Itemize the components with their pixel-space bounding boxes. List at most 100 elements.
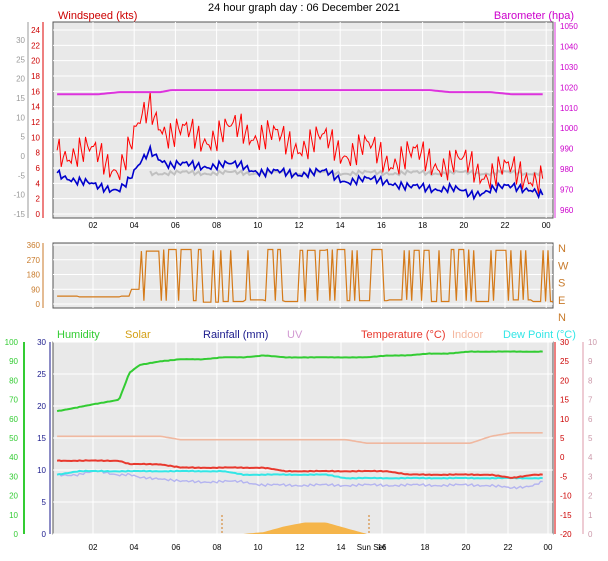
temperature-panel: Humidity Solar Rainfall (mm) UV Temperature … bbox=[5, 329, 598, 552]
wind-x-tick: 04 bbox=[130, 221, 139, 230]
wind-y-tick: 20 bbox=[31, 57, 40, 66]
temp-y-tick: 10 bbox=[560, 415, 569, 424]
wind-outer-tick: 30 bbox=[16, 36, 25, 45]
baro-y-tick: 980 bbox=[560, 165, 574, 174]
rain-y-tick: 5 bbox=[42, 498, 47, 507]
wind-speed-line bbox=[56, 91, 544, 194]
wind-x-tick: 14 bbox=[336, 221, 345, 230]
wind-plot-area bbox=[52, 21, 554, 219]
wind-x-tick: 08 bbox=[212, 221, 221, 230]
uv-y-tick: 9 bbox=[588, 357, 593, 366]
rain-y-tick: 0 bbox=[42, 530, 47, 539]
compass-label: N bbox=[558, 243, 566, 255]
baro-y-tick: 1030 bbox=[560, 63, 578, 72]
rain-y-tick: 25 bbox=[37, 370, 46, 379]
legend-item: Indoor bbox=[452, 329, 484, 341]
wind-x-tick: 12 bbox=[295, 221, 304, 230]
wind-y-tick: 16 bbox=[31, 87, 40, 96]
wind-y-tick: 22 bbox=[31, 41, 40, 50]
wind-y-tick: 10 bbox=[31, 133, 40, 142]
legend-item: UV bbox=[287, 329, 303, 341]
temp-y-tick: -5 bbox=[560, 472, 568, 481]
wind-outer-tick: 15 bbox=[16, 94, 25, 103]
humidity-y-tick: 30 bbox=[9, 472, 18, 481]
baro-y-tick: 960 bbox=[560, 206, 574, 215]
wind-y-tick: 24 bbox=[31, 26, 40, 35]
temp-y-tick: -10 bbox=[560, 492, 572, 501]
uv-y-tick: 4 bbox=[588, 453, 593, 462]
rain-y-tick: 20 bbox=[37, 402, 46, 411]
temp-x-tick: Sun Set bbox=[357, 543, 386, 552]
temp-x-tick: 00 bbox=[544, 543, 553, 552]
wind-direction-line bbox=[57, 248, 553, 303]
compass-label: E bbox=[558, 295, 565, 307]
humidity-y-tick: 100 bbox=[5, 338, 19, 347]
legend-item: Dew Point (°C) bbox=[503, 329, 576, 341]
wind-outer-tick: 20 bbox=[16, 75, 25, 84]
wind-x-tick: 00 bbox=[542, 221, 551, 230]
wind-x-tick: 20 bbox=[459, 221, 468, 230]
baro-y-tick: 970 bbox=[560, 186, 574, 195]
dir-y-tick: 0 bbox=[36, 300, 41, 309]
uv-y-tick: 0 bbox=[588, 530, 593, 539]
humidity-y-tick: 90 bbox=[9, 357, 18, 366]
legend-item: Rainfall (mm) bbox=[203, 329, 268, 341]
temp-y-tick: 15 bbox=[560, 396, 569, 405]
wind-outer-tick: 0 bbox=[21, 152, 26, 161]
temp-x-tick: 22 bbox=[504, 543, 513, 552]
wind-y-tick: 12 bbox=[31, 118, 40, 127]
temp-y-tick: -20 bbox=[560, 530, 572, 539]
humidity-y-tick: 20 bbox=[9, 492, 18, 501]
baro-y-tick: 1000 bbox=[560, 124, 578, 133]
wind-y-tick: 0 bbox=[36, 210, 41, 219]
compass-label: W bbox=[558, 260, 569, 272]
temp-y-tick: 25 bbox=[560, 357, 569, 366]
temp-y-tick: -15 bbox=[560, 511, 572, 520]
temp-y-tick: 5 bbox=[560, 434, 565, 443]
dew-point-line bbox=[56, 469, 543, 480]
wind-outer-tick: 25 bbox=[16, 55, 25, 64]
temp-x-tick: 20 bbox=[462, 543, 471, 552]
legend-item: Temperature (°C) bbox=[361, 329, 445, 341]
baro-legend: Barometer (hpa) bbox=[494, 10, 574, 22]
uv-y-tick: 6 bbox=[588, 415, 593, 424]
wind-y-tick: 4 bbox=[36, 179, 41, 188]
humidity-y-tick: 40 bbox=[9, 453, 18, 462]
rain-y-tick: 30 bbox=[37, 338, 46, 347]
temp-x-tick: 02 bbox=[89, 543, 98, 552]
rain-y-tick: 15 bbox=[37, 434, 46, 443]
temp-y-tick: 20 bbox=[560, 376, 569, 385]
wind-grey-line bbox=[149, 169, 544, 177]
temp-x-tick: 16 bbox=[378, 543, 387, 552]
wind-x-tick: 06 bbox=[171, 221, 180, 230]
baro-y-tick: 1020 bbox=[560, 83, 578, 92]
uv-y-tick: 8 bbox=[588, 376, 593, 385]
barometer-line bbox=[57, 89, 543, 96]
baro-y-tick: 1040 bbox=[560, 42, 578, 51]
wind-panel: Windspeed (kts) Barometer (hpa) 24 22 20 18… bbox=[13, 10, 578, 230]
solar-area bbox=[53, 522, 553, 534]
wind-average-line bbox=[56, 143, 544, 201]
baro-y-tick: 1010 bbox=[560, 104, 578, 113]
wind-legend: Windspeed (kts) bbox=[58, 10, 137, 22]
graph-title: 24 hour graph day : 06 December 2021 bbox=[208, 2, 400, 14]
temp-x-tick: 14 bbox=[337, 543, 346, 552]
temp-x-tick: 06 bbox=[172, 543, 181, 552]
compass-label: N bbox=[558, 312, 566, 324]
wind-outer-tick: -5 bbox=[18, 171, 26, 180]
uv-y-tick: 2 bbox=[588, 492, 593, 501]
wind-x-tick: 02 bbox=[89, 221, 98, 230]
wind-outer-tick: -10 bbox=[13, 191, 25, 200]
baro-y-tick: 990 bbox=[560, 145, 574, 154]
legend-item: Solar bbox=[125, 329, 151, 341]
wind-outer-tick: -15 bbox=[13, 210, 25, 219]
wind-y-tick: 8 bbox=[36, 149, 41, 158]
humidity-y-tick: 60 bbox=[9, 415, 18, 424]
compass-label: S bbox=[558, 278, 565, 290]
temp-x-tick: 12 bbox=[296, 543, 305, 552]
temp-y-tick: 0 bbox=[560, 453, 565, 462]
dir-y-tick: 270 bbox=[27, 256, 41, 265]
wind-y-tick: 14 bbox=[31, 103, 40, 112]
wind-y-tick: 18 bbox=[31, 72, 40, 81]
